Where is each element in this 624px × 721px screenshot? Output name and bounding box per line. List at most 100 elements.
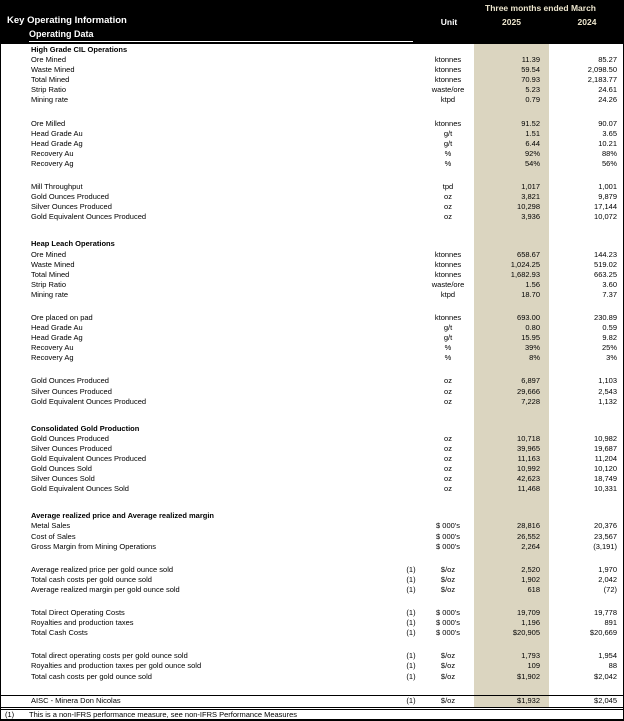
period-column-group-label: Three months ended March [485,3,596,13]
row-label: Average realized price per gold ounce so… [31,564,174,574]
value-2024: $20,669 [589,628,617,638]
footnote-cell: (1) [406,651,416,661]
row-group: Gold Ounces Produced oz 10,718 10,982 Silver… [1,434,623,495]
value-2025: 5.23 [525,85,540,95]
table-row: Average realized margin per gold ounce s… [1,585,623,595]
table-row: Total cash costs per gold ounce sold (1) $… [1,672,623,682]
unit-cell: g/t [443,128,453,138]
footnote-cell: (1) [406,671,416,681]
footnote-cell [398,95,424,105]
value-2025: 3,821 [521,192,540,202]
value-2025: 693.00 [517,312,540,322]
table-row: Mining rate ktpd 18.70 7.37 [1,290,623,300]
row-label: AISC - Minera Don Nicolas [31,695,121,705]
value-2024: 3.60 [602,279,617,289]
footnote-cell: (1) [406,695,416,705]
table-row: Silver Ounces Produced oz 39,965 19,687 [1,444,623,454]
value-2025: 39% [524,343,540,353]
row-label: Cost of Sales [31,531,76,541]
table-row: Recovery Ag% 54% 56% [1,159,623,169]
row-group: Ore placed on pad ktonnes 693.00 230.89 Head… [1,313,623,363]
unit-cell: $ 000's [436,521,460,531]
section-heading-operating-data: Operating Data [29,29,413,42]
table-row: Gold Ounces Sold oz 10,992 10,120 [1,464,623,474]
value-2024: 19,778 [594,608,617,618]
value-2024: (72) [603,584,617,594]
value-2024: 1,970 [598,564,617,574]
footnote-cell [398,250,424,260]
unit-cell: $/oz [440,661,456,671]
value-2025: 11,163 [517,454,540,463]
section-title-row: High Grade CIL Operations [1,45,623,55]
footnote-cell [398,376,424,386]
unit-cell: % [444,158,452,168]
table-row: Silver Ounces Produced oz 29,666 2,543 [1,387,623,397]
table-row: Ore Milled ktonnes 91.52 90.07 [1,119,623,129]
table-row: Ore placed on pad ktonnes 693.00 230.89 [1,313,623,323]
row-label: Metal Sales [31,521,71,531]
row-label: Silver Ounces Produced [31,386,112,396]
table-row: Royalties and production taxes per gold … [1,661,623,671]
table-row: Recovery Au% 92% 88% [1,149,623,159]
table-section: Heap Leach Operations Ore Mined ktonnes 658… [1,239,623,406]
row-group: Total Direct Operating Costs (1) $ 000's 19… [1,608,623,638]
unit-cell: waste/ore [431,279,465,289]
row-label: Waste Mined [31,65,75,75]
value-2024: 10.21 [598,138,617,148]
row-label: Gold Ounces Produced [31,376,109,386]
value-2024: 519.02 [594,259,617,269]
section-title: High Grade CIL Operations [31,45,128,54]
table-row: Head Grade Ag g/t 6.44 10.21 [1,139,623,149]
unit-cell: oz [444,474,452,484]
footnote-cell [398,333,424,343]
value-2024: 85.27 [598,55,617,65]
value-2025 [472,424,547,434]
table-row: Waste Mined ktonnes 1,024.25 519.02 [1,260,623,270]
footnote-cell: (1) [406,574,416,584]
value-2024: 23,567 [594,531,617,541]
table-row: Gold Ounces Produced oz 6,897 1,103 [1,376,623,386]
value-2025: 10,992 [517,464,540,474]
row-label: Total cash costs per gold ounce sold [31,671,152,681]
unit-cell: g/t [443,138,453,148]
value-2025 [472,45,547,55]
footnote-cell [398,182,424,192]
row-label: Mining rate [31,95,69,105]
value-2025: $1,932 [517,695,540,705]
value-2025: 2,264 [521,541,540,551]
footnote-cell [398,192,424,202]
row-label: Recovery Au [31,148,74,158]
value-2025: 29,666 [517,386,540,396]
row-group: Metal Sales $ 000's 28,816 20,376 Cost of Sa… [1,521,623,551]
unit-cell: $ 000's [436,531,460,541]
value-2024: 1,132 [598,396,617,406]
footnote-cell [398,212,424,222]
unit-cell: g/t [443,333,453,343]
value-2024: 25% [601,343,617,353]
row-label: Head Grade Ag [31,138,83,148]
value-2025: 109 [527,661,540,671]
unit-cell: oz [444,212,452,222]
footnote-cell [398,149,424,159]
footnote-cell [398,474,424,484]
value-2024: 10,072 [594,212,617,222]
row-label: Gross Margin from Mining Operations [31,541,157,551]
table-row: Head Grade Au g/t 0.80 0.59 [1,323,623,333]
value-2024: 2,183.77 [587,75,617,85]
value-2024: 19,687 [594,443,617,453]
value-2024: 90.07 [598,118,617,128]
footnote-cell [398,129,424,139]
table-row: Total direct operating costs per gold ou… [1,651,623,661]
table-row: Silver Ounces Sold oz 42,623 18,749 [1,474,623,484]
unit-cell: oz [444,376,452,386]
unit-cell: ktonnes [434,75,462,85]
unit-cell: $ 000's [436,608,460,618]
unit-cell [424,424,472,434]
row-label: Mining rate [31,289,69,299]
footnote-cell [398,521,424,531]
unit-cell: oz [444,192,452,202]
table-row: Gold Equivalent Ounces Produced oz 3,936 10… [1,212,623,222]
value-2025: $20,905 [512,628,540,638]
value-2024: 10,982 [594,433,617,443]
